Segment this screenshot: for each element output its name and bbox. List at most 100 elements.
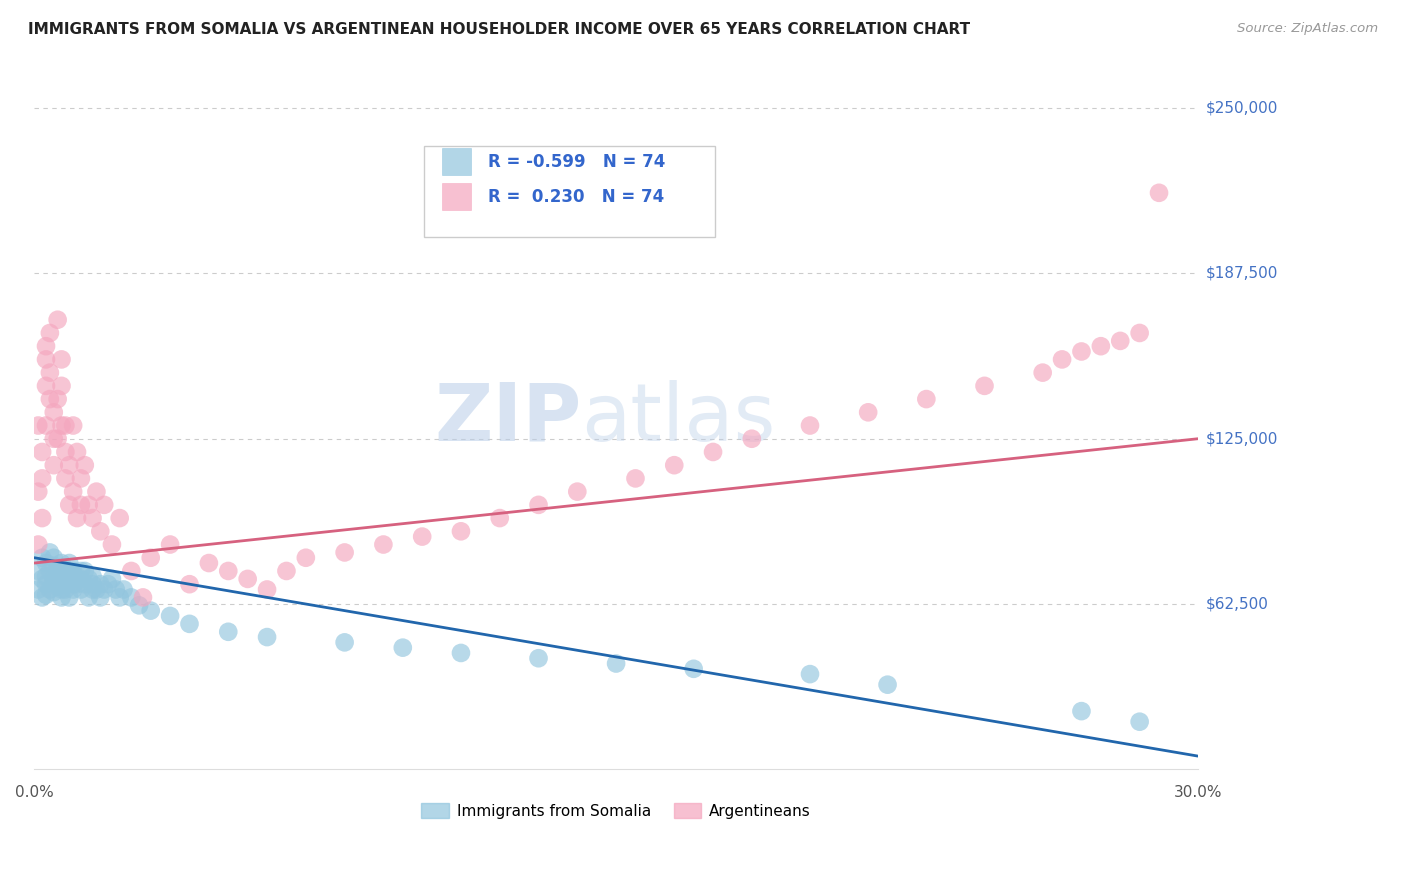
Point	[217, 564, 239, 578]
Point	[391, 640, 413, 655]
Point	[1032, 366, 1054, 380]
Text: $250,000: $250,000	[1206, 101, 1278, 116]
Point	[605, 657, 627, 671]
Point	[104, 582, 127, 597]
Point	[624, 471, 647, 485]
Point	[35, 556, 58, 570]
Point	[120, 564, 142, 578]
Point	[27, 582, 49, 597]
FancyBboxPatch shape	[441, 148, 471, 175]
Point	[217, 624, 239, 639]
Point	[42, 550, 65, 565]
Point	[62, 566, 84, 581]
Point	[450, 646, 472, 660]
Point	[66, 577, 89, 591]
Point	[82, 511, 104, 525]
Point	[55, 564, 77, 578]
Point	[73, 458, 96, 473]
Point	[89, 524, 111, 539]
Point	[46, 312, 69, 326]
Point	[27, 418, 49, 433]
Text: $125,000: $125,000	[1206, 431, 1278, 446]
Point	[51, 379, 73, 393]
Point	[1109, 334, 1132, 348]
Point	[46, 432, 69, 446]
Point	[82, 569, 104, 583]
Point	[35, 577, 58, 591]
Point	[70, 498, 93, 512]
Point	[450, 524, 472, 539]
Point	[31, 572, 53, 586]
Point	[58, 556, 80, 570]
Point	[58, 569, 80, 583]
Point	[876, 678, 898, 692]
Point	[1129, 326, 1152, 340]
Point	[120, 591, 142, 605]
Point	[256, 582, 278, 597]
Point	[856, 405, 879, 419]
Point	[77, 498, 100, 512]
Point	[42, 558, 65, 573]
Point	[31, 591, 53, 605]
Point	[27, 484, 49, 499]
Point	[51, 591, 73, 605]
Point	[101, 537, 124, 551]
Point	[1070, 344, 1092, 359]
Text: $62,500: $62,500	[1206, 597, 1270, 612]
Point	[46, 561, 69, 575]
Point	[42, 572, 65, 586]
Point	[38, 564, 60, 578]
Text: Source: ZipAtlas.com: Source: ZipAtlas.com	[1237, 22, 1378, 36]
Point	[179, 616, 201, 631]
Point	[51, 418, 73, 433]
Point	[42, 585, 65, 599]
Point	[702, 445, 724, 459]
Legend: Immigrants from Somalia, Argentineans: Immigrants from Somalia, Argentineans	[415, 797, 817, 825]
Point	[139, 550, 162, 565]
Point	[31, 511, 53, 525]
Point	[58, 591, 80, 605]
Point	[51, 556, 73, 570]
Point	[527, 498, 550, 512]
Point	[62, 582, 84, 597]
Point	[27, 564, 49, 578]
Point	[373, 537, 395, 551]
Point	[112, 582, 135, 597]
Point	[1129, 714, 1152, 729]
Point	[46, 564, 69, 578]
Point	[73, 577, 96, 591]
Point	[682, 662, 704, 676]
Point	[236, 572, 259, 586]
Point	[77, 572, 100, 586]
Point	[70, 564, 93, 578]
Point	[42, 574, 65, 589]
Point	[51, 569, 73, 583]
Point	[973, 379, 995, 393]
Point	[159, 537, 181, 551]
Point	[89, 577, 111, 591]
Point	[35, 379, 58, 393]
Point	[799, 667, 821, 681]
Point	[82, 582, 104, 597]
Point	[35, 588, 58, 602]
Point	[276, 564, 298, 578]
Point	[97, 577, 120, 591]
Point	[38, 582, 60, 597]
Point	[58, 458, 80, 473]
Point	[35, 339, 58, 353]
Point	[62, 484, 84, 499]
Point	[55, 418, 77, 433]
Point	[31, 445, 53, 459]
Text: IMMIGRANTS FROM SOMALIA VS ARGENTINEAN HOUSEHOLDER INCOME OVER 65 YEARS CORRELAT: IMMIGRANTS FROM SOMALIA VS ARGENTINEAN H…	[28, 22, 970, 37]
Point	[66, 445, 89, 459]
Point	[66, 572, 89, 586]
Point	[35, 569, 58, 583]
Point	[55, 574, 77, 589]
Text: R =  0.230   N = 74: R = 0.230 N = 74	[488, 187, 665, 206]
Point	[70, 572, 93, 586]
Point	[70, 582, 93, 597]
Point	[1050, 352, 1073, 367]
Point	[55, 471, 77, 485]
Point	[86, 484, 108, 499]
Point	[35, 418, 58, 433]
